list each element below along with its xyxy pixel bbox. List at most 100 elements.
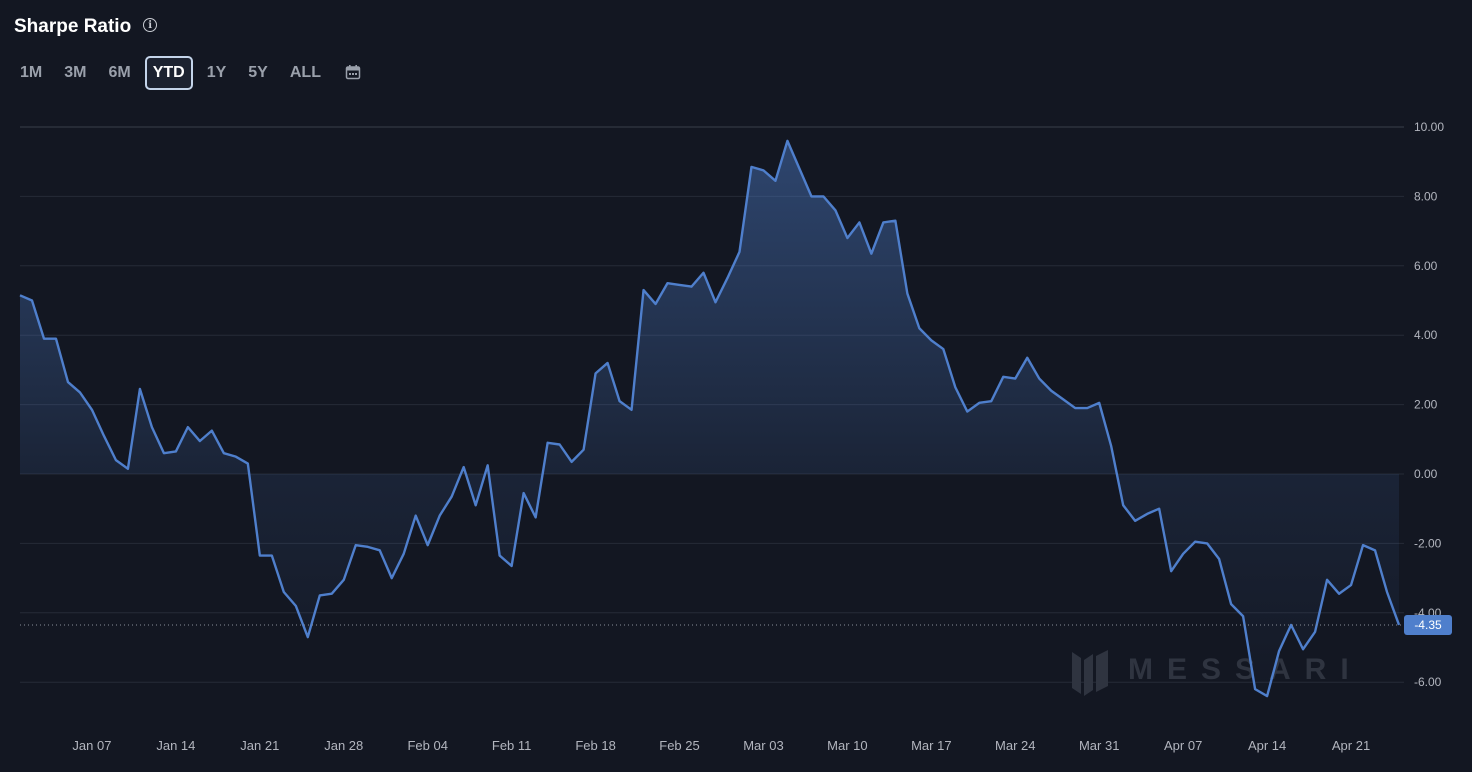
data-point [450,495,454,499]
data-point [881,220,885,224]
data-point [54,337,58,341]
data-point [294,604,298,608]
data-point [1217,557,1221,561]
x-tick-label: Apr 14 [1248,738,1286,753]
data-point [210,429,214,433]
data-point [282,590,286,594]
x-tick-label: Mar 24 [995,738,1035,753]
y-tick-label: 4.00 [1414,328,1438,342]
series-line[interactable] [19,139,1401,698]
data-point [857,220,861,224]
data-point [486,463,490,467]
y-axis: 10.008.006.004.002.000.00-2.00-4.00-6.00 [1414,120,1444,689]
data-point [1337,592,1341,596]
area-fill [20,140,1399,697]
data-point [126,467,130,471]
data-point [1169,569,1173,573]
messari-watermark: MESSARI [1072,650,1363,696]
data-point [522,491,526,495]
calendar-icon[interactable] [345,64,361,85]
y-tick-label: -6.00 [1414,675,1442,689]
watermark-text: MESSARI [1128,653,1363,686]
x-tick-label: Mar 10 [827,738,867,753]
range-ytd-button[interactable]: YTD [144,56,193,90]
data-point [1349,583,1353,587]
data-point [797,167,801,171]
x-tick-label: Jan 28 [324,738,363,753]
data-point [773,179,777,183]
range-all-button[interactable]: ALL [282,56,329,90]
data-point [1001,375,1005,379]
data-point [306,635,310,639]
range-3m-button[interactable]: 3M [56,56,94,90]
data-point [354,543,358,547]
data-point [737,250,741,254]
info-icon[interactable]: i [143,18,158,32]
data-point [1121,503,1125,507]
x-tick-label: Feb 04 [407,738,447,753]
y-tick-label: 2.00 [1414,398,1438,412]
data-point [702,271,706,275]
range-5y-button[interactable]: 5Y [240,56,276,90]
data-point [1157,507,1161,511]
data-point [618,399,622,403]
messari-logo-icon [1072,650,1108,696]
page-title: Sharpe Ratio [14,16,132,37]
x-axis: Jan 07 Jan 14 Jan 21 Jan 28 Feb 04 Feb 11 Feb … [72,738,1370,753]
x-tick-label: Feb 18 [575,738,615,753]
last-value-badge: -4.35 [1404,614,1452,635]
data-point [534,515,538,519]
data-point [809,194,813,198]
data-point [78,390,82,394]
data-point [1013,377,1017,381]
data-point [1097,401,1101,405]
chart-header: Sharpe Ratio i [14,16,158,38]
data-point [929,338,933,342]
data-point [498,554,502,558]
data-point [725,276,729,280]
data-point [510,564,514,568]
data-point [666,281,670,285]
data-point [1301,647,1305,651]
y-tick-label: 10.00 [1414,120,1444,134]
data-point [558,443,562,447]
last-value-label: -4.35 [1414,618,1442,632]
data-point [426,543,430,547]
data-point [414,514,418,518]
data-point [270,554,274,558]
x-tick-label: Jan 21 [240,738,279,753]
x-tick-label: Mar 03 [743,738,783,753]
data-point [1229,602,1233,606]
range-1y-button[interactable]: 1Y [199,56,235,90]
y-tick-label: 6.00 [1414,259,1438,273]
data-point [150,425,154,429]
data-point [594,371,598,375]
data-point [989,399,993,403]
data-point [678,283,682,287]
range-1m-button[interactable]: 1M [12,56,50,90]
data-point [318,593,322,597]
data-point [1109,444,1113,448]
data-point [1073,406,1077,410]
data-point [1361,543,1365,547]
data-point [905,292,909,296]
data-point [1265,694,1269,698]
data-point [630,408,634,412]
data-point [642,288,646,292]
data-point [1313,630,1317,634]
data-point [546,441,550,445]
range-6m-button[interactable]: 6M [100,56,138,90]
data-point [1373,548,1377,552]
data-point [198,439,202,443]
data-point [761,168,765,172]
last-value-badge-bg [1404,614,1452,635]
x-tick-label: Feb 11 [492,738,532,753]
x-tick-label: Apr 21 [1332,738,1370,753]
data-point [714,300,718,304]
data-point [66,380,70,384]
data-point [845,236,849,240]
data-point [1325,578,1329,582]
data-point [330,592,334,596]
data-point [342,578,346,582]
